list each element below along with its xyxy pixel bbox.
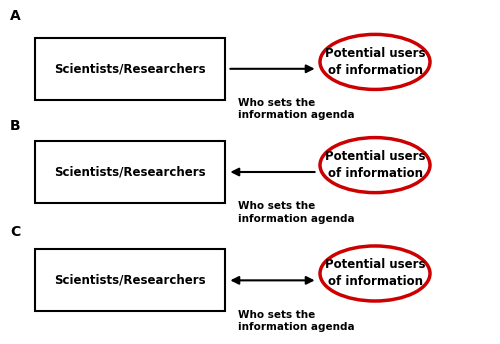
- Bar: [35, 249, 225, 311]
- Ellipse shape: [320, 246, 430, 301]
- Text: Who sets the
information agenda: Who sets the information agenda: [238, 98, 354, 120]
- Ellipse shape: [320, 138, 430, 193]
- Text: A: A: [10, 9, 21, 23]
- Text: C: C: [10, 225, 20, 239]
- Text: Scientists/Researchers: Scientists/Researchers: [54, 274, 206, 287]
- Text: Scientists/Researchers: Scientists/Researchers: [54, 165, 206, 179]
- Text: Scientists/Researchers: Scientists/Researchers: [54, 62, 206, 75]
- Text: B: B: [10, 119, 20, 133]
- Text: Who sets the
information agenda: Who sets the information agenda: [238, 201, 354, 224]
- Text: Who sets the
information agenda: Who sets the information agenda: [238, 310, 354, 332]
- Ellipse shape: [320, 34, 430, 89]
- Bar: [35, 38, 225, 100]
- Text: Potential users
of information: Potential users of information: [325, 150, 425, 180]
- Text: Potential users
of information: Potential users of information: [325, 258, 425, 289]
- Text: Potential users
of information: Potential users of information: [325, 47, 425, 77]
- Bar: [35, 141, 225, 203]
